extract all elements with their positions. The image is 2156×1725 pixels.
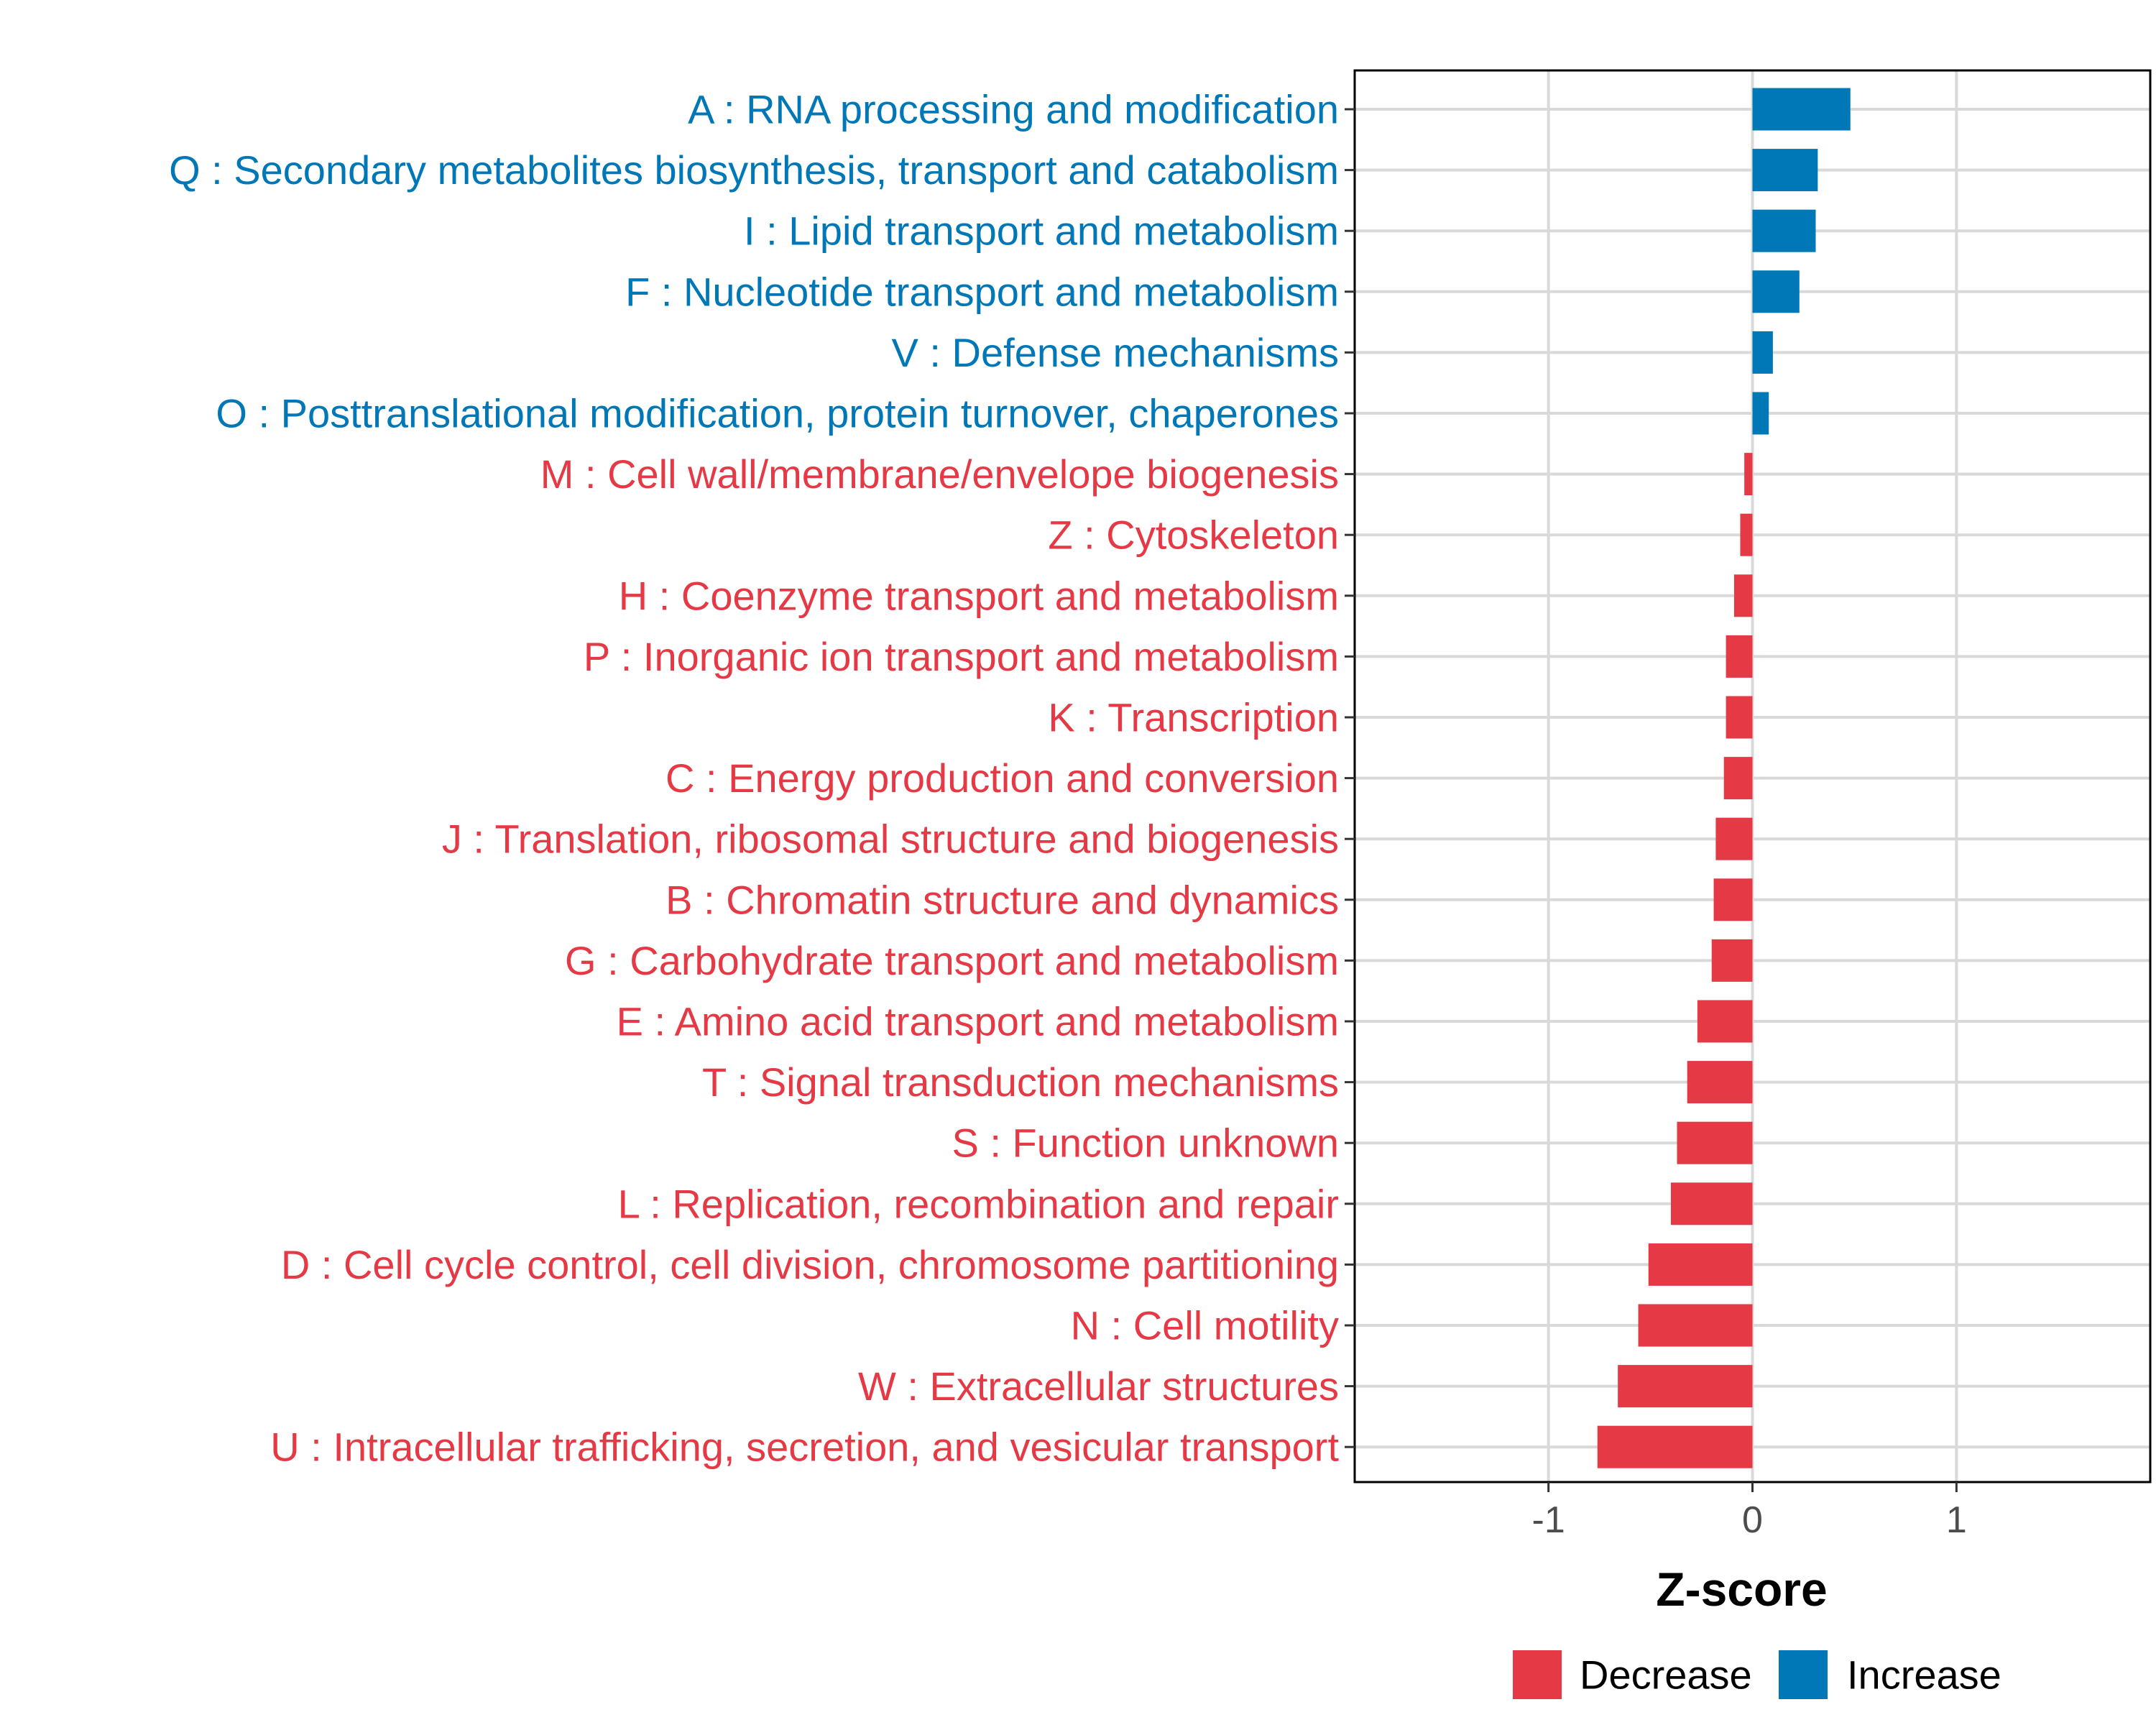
bar-i: [1752, 209, 1816, 252]
y-axis-ticks: [1345, 108, 1355, 1448]
category-label: K : Transcription: [1048, 695, 1339, 740]
x-axis-title: Z-score: [1656, 1563, 1827, 1616]
legend-key-increase: [1779, 1650, 1828, 1699]
bars: [1597, 88, 1851, 1468]
category-label: W : Extracellular structures: [858, 1363, 1339, 1409]
category-label: J : Translation, ribosomal structure and…: [442, 816, 1339, 862]
category-label: P : Inorganic ion transport and metaboli…: [584, 634, 1339, 679]
category-label: S : Function unknown: [952, 1121, 1339, 1166]
category-label: M : Cell wall/membrane/envelope biogenes…: [540, 451, 1339, 497]
bar-s: [1677, 1121, 1753, 1164]
bar-b: [1713, 878, 1753, 921]
bar-a: [1752, 88, 1851, 131]
bar-j: [1715, 817, 1753, 860]
bar-v: [1752, 331, 1773, 374]
legend-label-increase: Increase: [1847, 1652, 2001, 1698]
x-axis-ticks: -1 0 1: [1532, 1482, 1967, 1541]
category-label: F : Nucleotide transport and metabolism: [625, 269, 1339, 314]
category-label: B : Chromatin structure and dynamics: [665, 877, 1339, 922]
legend-label-decrease: Decrease: [1580, 1652, 1752, 1698]
bar-t: [1687, 1061, 1753, 1104]
category-label: H : Coenzyme transport and metabolism: [619, 573, 1339, 618]
category-label: L : Replication, recombination and repai…: [618, 1181, 1339, 1226]
bar-f: [1752, 270, 1800, 313]
bar-m: [1744, 453, 1753, 496]
bar-z: [1740, 513, 1753, 556]
category-label: O : Posttranslational modification, prot…: [216, 391, 1339, 436]
bar-l: [1670, 1182, 1753, 1225]
category-label: C : Energy production and conversion: [665, 755, 1339, 801]
category-label: Q : Secondary metabolites biosynthesis, …: [169, 147, 1339, 193]
category-label: T : Signal transduction mechanisms: [702, 1059, 1339, 1105]
bar-u: [1597, 1425, 1753, 1468]
category-label: I : Lipid transport and metabolism: [744, 208, 1339, 254]
bar-e: [1697, 1000, 1753, 1043]
x-tick-label: -1: [1532, 1499, 1565, 1541]
category-label: G : Carbohydrate transport and metabolis…: [565, 938, 1339, 983]
category-label: V : Defense mechanisms: [892, 330, 1339, 375]
bar-d: [1648, 1243, 1753, 1286]
category-label: N : Cell motility: [1071, 1303, 1339, 1348]
category-label: Z : Cytoskeleton: [1048, 512, 1339, 558]
bar-p: [1726, 635, 1753, 678]
bar-h: [1733, 574, 1753, 617]
category-label: A : RNA processing and modification: [688, 87, 1339, 132]
category-label: D : Cell cycle control, cell division, c…: [281, 1242, 1339, 1287]
x-tick-label: 1: [1946, 1499, 1967, 1541]
y-axis-category-labels: A : RNA processing and modification Q : S…: [169, 87, 1339, 1470]
bar-k: [1726, 696, 1753, 739]
bar-n: [1638, 1304, 1753, 1347]
bar-o: [1752, 392, 1769, 435]
bar-g: [1711, 939, 1753, 982]
bar-c: [1723, 757, 1753, 800]
legend: Decrease Increase: [1513, 1650, 2001, 1699]
category-label: E : Amino acid transport and metabolism: [617, 999, 1339, 1044]
bar-w: [1618, 1365, 1753, 1408]
category-label: U : Intracellular trafficking, secretion…: [270, 1425, 1339, 1470]
x-tick-label: 0: [1742, 1499, 1763, 1541]
legend-key-decrease: [1513, 1650, 1562, 1699]
bar-q: [1752, 149, 1818, 192]
